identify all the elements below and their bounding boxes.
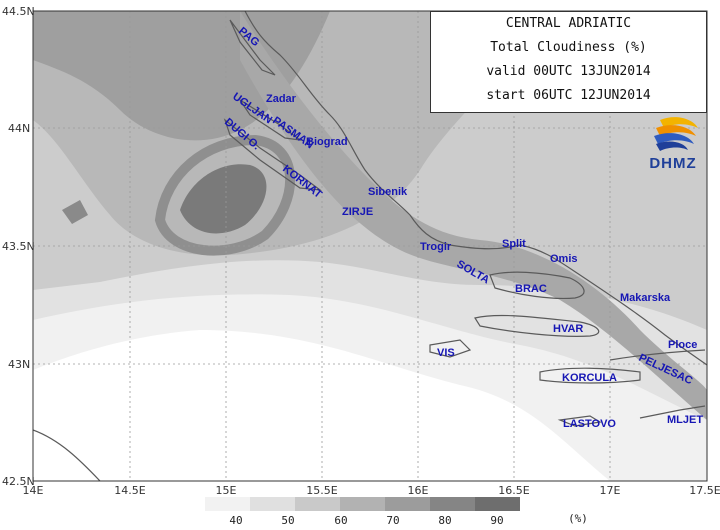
cloud-core-90 [180, 164, 267, 234]
logo-text: DHMZ [649, 155, 697, 172]
lon-label: 14.5E [114, 484, 145, 497]
place-label-biograd: Biograd [306, 136, 348, 148]
lon-label: 15E [216, 484, 237, 497]
lat-label: 42.5N [2, 475, 35, 488]
legend-unit: (%) [568, 512, 588, 525]
place-label-lastovo: LASTOVO [563, 418, 616, 430]
lat-label: 43N [8, 358, 30, 371]
graticule [33, 11, 707, 481]
place-label-brac: BRAC [515, 283, 547, 295]
lon-label: 16.5E [498, 484, 529, 497]
place-label-korcula: KORCULA [562, 372, 617, 384]
place-label-sibenik: Sibenik [368, 186, 408, 198]
place-label-zadar: Zadar [266, 93, 297, 105]
map-frame [32, 10, 708, 482]
legend-level: 50 [281, 514, 294, 527]
cloud-spot [62, 200, 88, 224]
cloud-ring-80 [154, 134, 296, 256]
place-label-makarska: Makarska [620, 292, 671, 304]
dhmz-logo: DHMZ [640, 112, 706, 176]
coastal-cloud-band [240, 11, 707, 420]
title-box: CENTRAL ADRIATIC Total Cloudiness (%) va… [430, 11, 707, 113]
place-label-ploce: Ploce [668, 339, 697, 351]
place-label-zirje: ZIRJE [342, 206, 373, 218]
lon-label: 17E [600, 484, 621, 497]
lat-label: 43.5N [2, 240, 35, 253]
start-time: start 06UTC 12JUN2014 [486, 88, 651, 103]
place-label-mljet: MLJET [667, 414, 703, 426]
map-subtitle: Total Cloudiness (%) [490, 40, 647, 55]
place-label-omis: Omis [550, 253, 578, 265]
lon-label: 16E [408, 484, 429, 497]
legend-level: 60 [334, 514, 347, 527]
legend-swatch [430, 497, 475, 511]
lat-axis: 44.5N 44N 43.5N 43N 42.5N [2, 5, 35, 488]
coastline [33, 11, 707, 481]
place-label-trogir: Trogir [420, 241, 452, 253]
lon-label: 15.5E [306, 484, 337, 497]
valid-time: valid 00UTC 13JUN2014 [486, 64, 651, 79]
legend-level: 70 [386, 514, 399, 527]
legend-swatch [295, 497, 340, 511]
legend-swatch [250, 497, 295, 511]
place-label-hvar: HVAR [553, 323, 583, 335]
legend-swatch [340, 497, 385, 511]
lon-label: 14E [23, 484, 44, 497]
legend-level: 90 [490, 514, 503, 527]
legend-level: 40 [229, 514, 242, 527]
lon-label: 17.5E [689, 484, 720, 497]
map-title: CENTRAL ADRIATIC [505, 16, 632, 31]
place-label-split: Split [502, 238, 526, 250]
legend-level: 80 [438, 514, 451, 527]
dhmz-swirl-icon [654, 117, 698, 151]
lon-axis: 14E 14.5E 15E 15.5E 16E 16.5E 17E 17.5E [23, 484, 720, 497]
lat-label: 44.5N [2, 5, 35, 18]
place-label-vis: VIS [437, 347, 455, 359]
legend-swatch [475, 497, 520, 511]
legend: 40 50 60 70 80 90 (%) [205, 497, 588, 527]
lat-label: 44N [8, 122, 30, 135]
legend-swatch [385, 497, 430, 511]
legend-swatch [205, 497, 250, 511]
